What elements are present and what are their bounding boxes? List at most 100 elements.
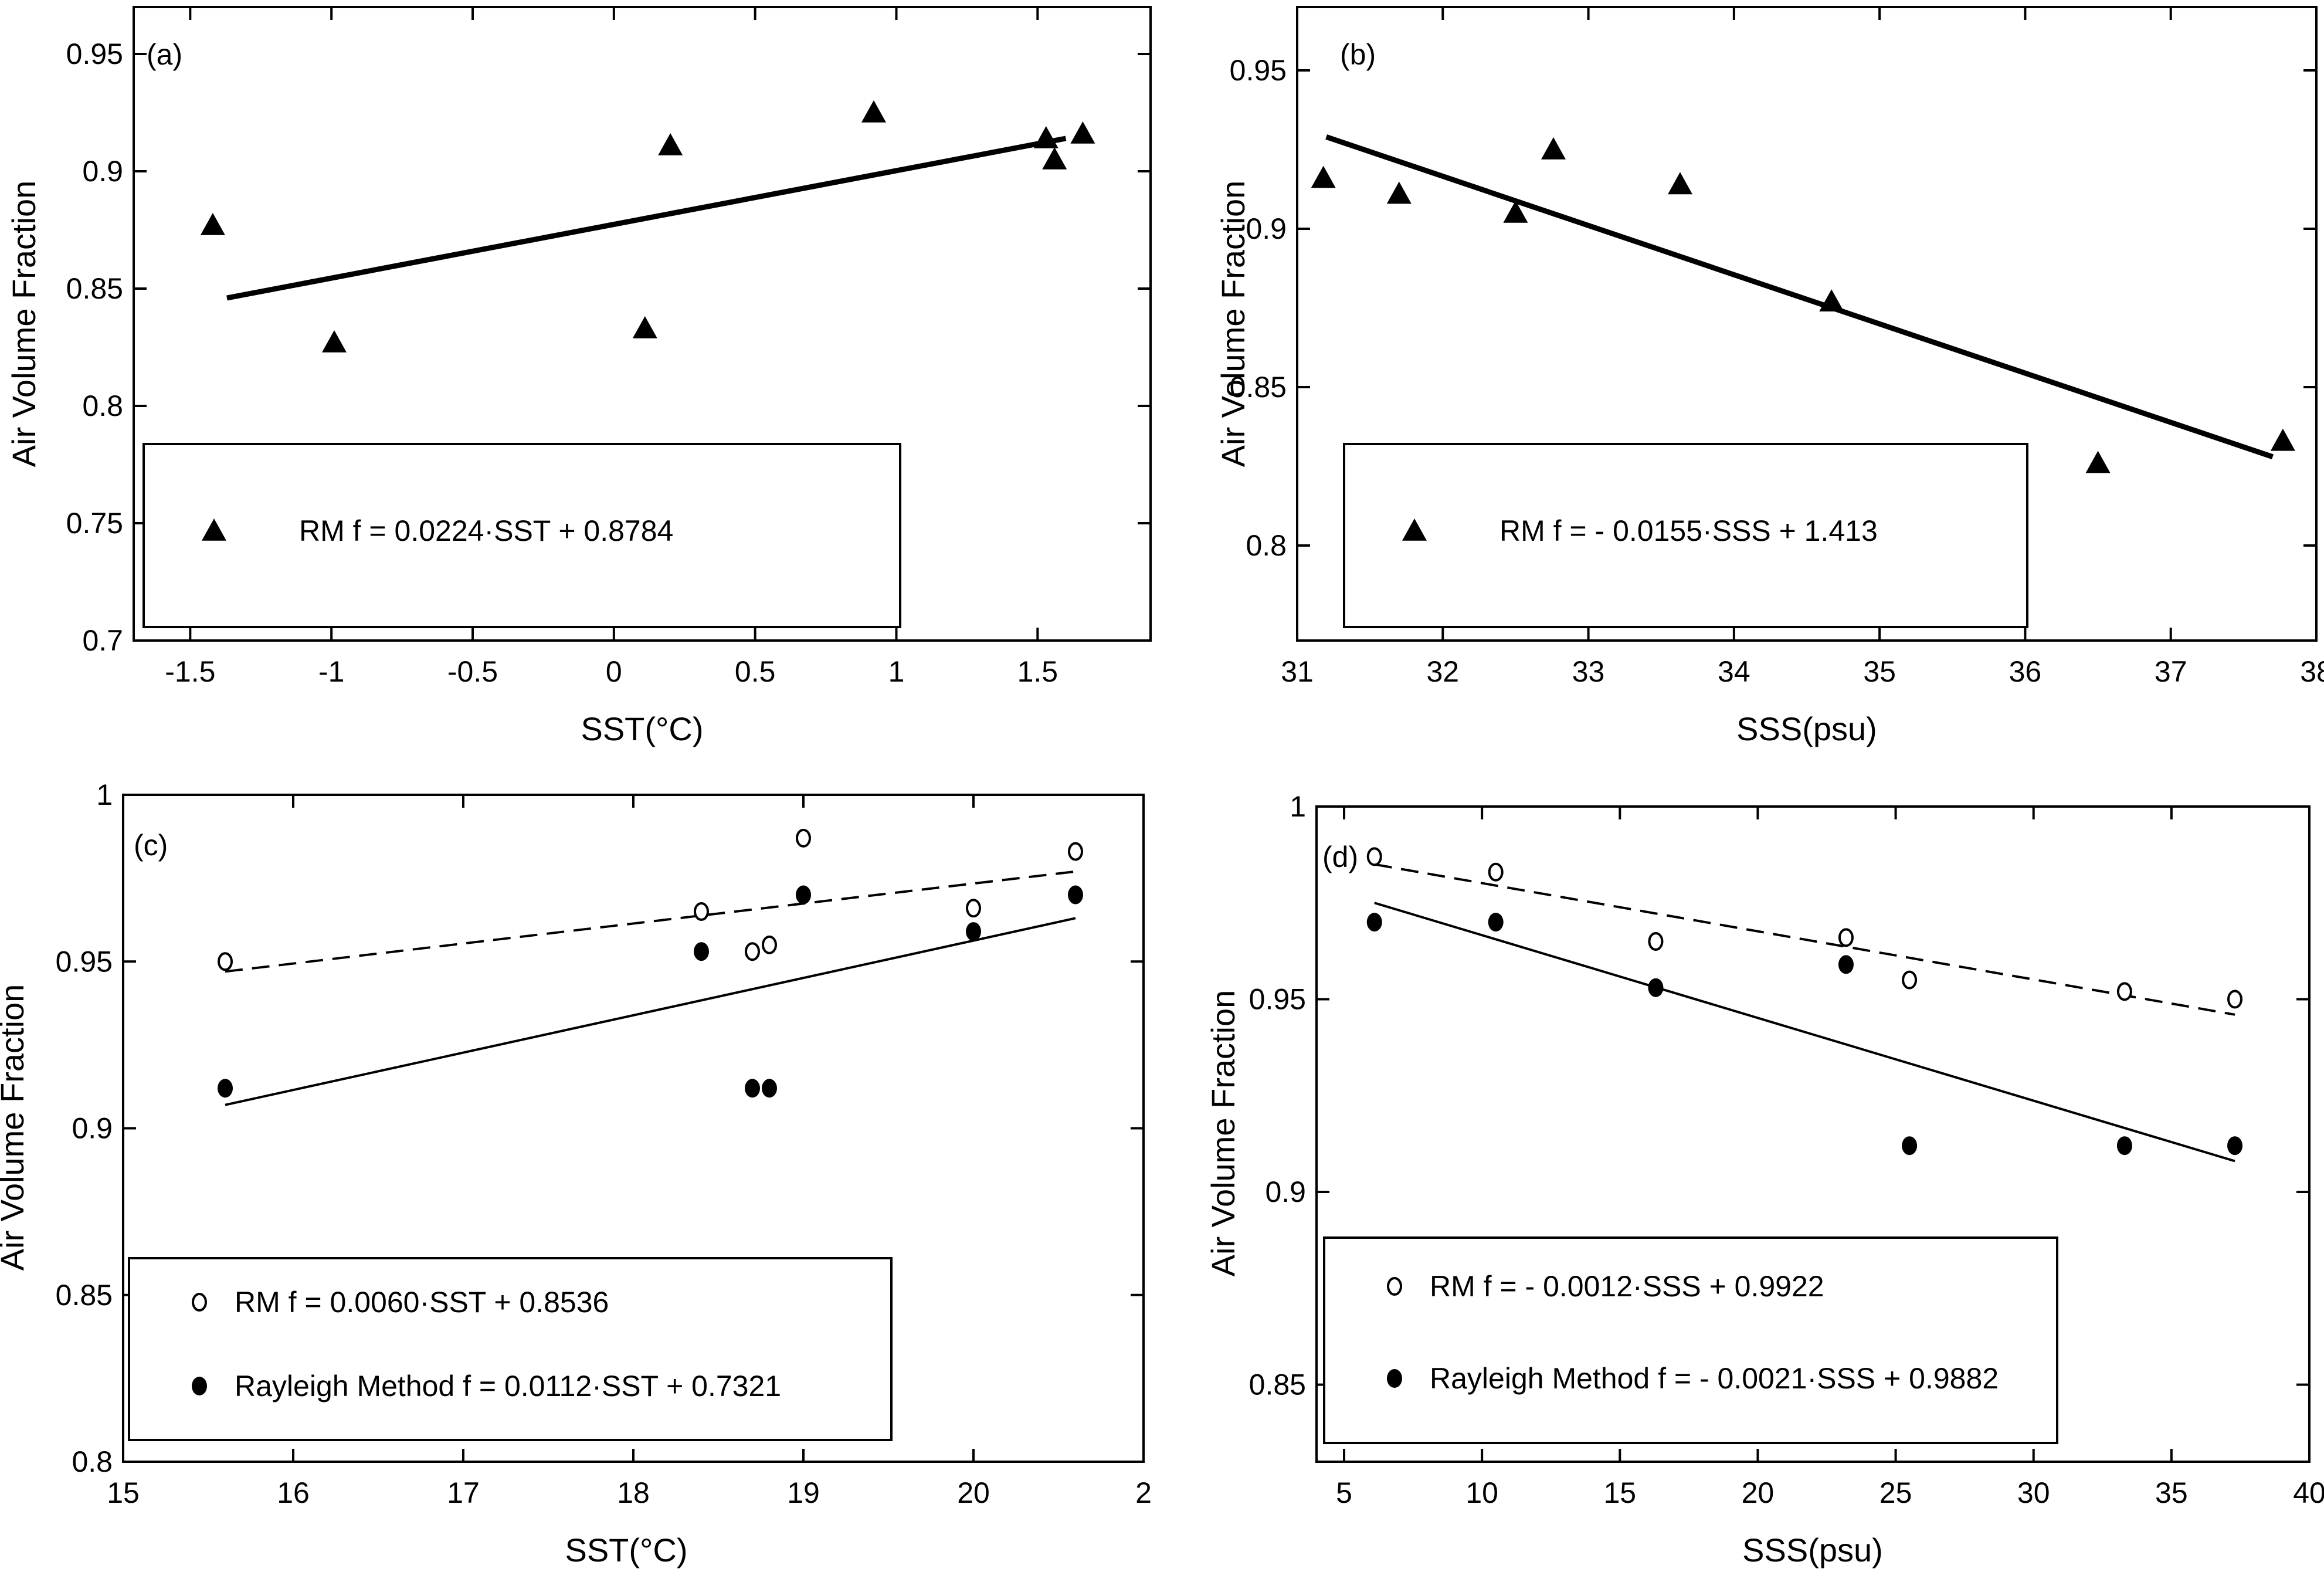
x-tick-label: 40 (2293, 1476, 2324, 1509)
x-tick-label: 34 (1718, 655, 1750, 688)
y-axis-label: Air Volume Fraction (1205, 990, 1241, 1277)
data-point-rayleigh-method (796, 885, 811, 904)
legend-entry: Rayleigh Method f = 0.0112·SST + 0.7321 (235, 1370, 781, 1402)
data-point-rm (1541, 137, 1566, 160)
y-axis-label: Air Volume Fraction (1214, 181, 1251, 467)
legend-entry: RM f = 0.0224·SST + 0.8784 (299, 514, 673, 547)
data-point-rayleigh-method (1488, 913, 1504, 932)
data-point-rm (861, 100, 886, 123)
data-point-rayleigh-method (218, 1079, 233, 1098)
data-point-rayleigh-method (762, 1079, 777, 1098)
x-tick-label: 36 (2009, 655, 2042, 688)
data-point-rm (200, 213, 225, 235)
x-tick-label: 17 (447, 1476, 480, 1509)
data-point-rm (1386, 181, 1412, 204)
data-point-rayleigh-method (694, 942, 709, 961)
x-tick-label: -0.5 (447, 655, 498, 688)
data-point-rm (658, 133, 683, 155)
legend-entry: RM f = - 0.0012·SSS + 0.9922 (1430, 1270, 1824, 1303)
y-tick-label: 1 (96, 778, 113, 811)
fit-line-rm (1374, 863, 2235, 1016)
legend-entry: RM f = 0.0060·SST + 0.8536 (235, 1286, 609, 1319)
y-tick-label: 0.95 (66, 38, 123, 70)
data-point-rayleigh-method (966, 922, 981, 941)
data-point-rm (1033, 126, 1058, 148)
panel-b: 31 32 33 34 35 36 37 38 0.8 0.85 0.9 0.95 SSS(psu) Ai… (1214, 6, 2324, 747)
y-tick-label: 0.9 (1246, 212, 1287, 245)
x-axis-label: SSS(psu) (1736, 710, 1877, 747)
axes-frame (1315, 805, 2311, 1463)
y-tick-label: 0.85 (56, 1279, 113, 1312)
data-point-rm (2270, 428, 2295, 451)
fit-line-rm (1325, 134, 2274, 460)
fit-line-rayleigh-method (225, 917, 1076, 1106)
panel-d: 5 10 15 20 25 30 35 40 0.85 0.9 0.95 1 SSS(psu) Air V… (1205, 790, 2324, 1568)
y-tick-label: 0.85 (1249, 1368, 1306, 1401)
y-axis-label: Air Volume Fraction (0, 984, 30, 1271)
legend-entry: RM f = - 0.0155·SSS + 1.413 (1499, 514, 1878, 547)
data-point-rm (745, 942, 760, 961)
x-tick-label: 38 (2300, 655, 2324, 688)
legend-box (128, 1257, 893, 1441)
x-tick-label: 2 (1135, 1476, 1152, 1509)
data-point-rm (694, 902, 709, 921)
legend-marker (202, 519, 226, 541)
data-point-rm (1311, 165, 1336, 188)
x-tick-label: 35 (1863, 655, 1896, 688)
y-tick-label: 0.9 (82, 155, 123, 188)
fit-line-rm (225, 870, 1076, 973)
y-tick-label: 0.8 (72, 1445, 113, 1478)
data-point-rm (1648, 931, 1664, 951)
data-point-rm (1838, 928, 1854, 947)
panel-tag: (a) (147, 38, 182, 71)
x-tick-label: -1.5 (165, 655, 215, 688)
legend-entry: Rayleigh Method f = - 0.0021·SSS + 0.988… (1430, 1362, 1999, 1395)
x-tick-label: 0 (606, 655, 622, 688)
x-tick-label: 18 (617, 1476, 650, 1509)
x-tick-label: 31 (1281, 655, 1314, 688)
data-point-rm (1667, 172, 1692, 195)
axes-frame (1296, 6, 2318, 642)
x-tick-label: 35 (2155, 1476, 2188, 1509)
y-tick-label: 0.85 (1230, 371, 1287, 404)
x-axis-label: SST(°C) (581, 710, 703, 747)
x-tick-label: 37 (2155, 655, 2187, 688)
legend-marker (1402, 519, 1427, 541)
x-tick-label: 25 (1879, 1476, 1912, 1509)
y-tick-label: 0.9 (1265, 1175, 1306, 1208)
panel-c: 15 16 17 18 19 20 2 0.8 0.85 0.9 0.95 1 SST(°C) Air V… (0, 778, 1152, 1568)
data-point-rm (321, 330, 347, 353)
x-tick-label: 20 (957, 1476, 990, 1509)
data-point-rm (2227, 990, 2243, 1009)
data-point-rm (796, 828, 811, 848)
data-point-rayleigh-method (2227, 1136, 2243, 1156)
x-tick-label: 0.5 (735, 655, 776, 688)
data-point-rayleigh-method (1838, 955, 1854, 974)
y-axis-label: Air Volume Fraction (5, 181, 42, 467)
y-tick-label: 0.85 (66, 272, 123, 305)
fit-line-rayleigh-method (1374, 902, 2235, 1163)
data-point-rm (632, 316, 657, 338)
fit-line-rm (226, 135, 1067, 301)
x-tick-label: 1.5 (1017, 655, 1058, 688)
x-tick-label: 10 (1465, 1476, 1498, 1509)
x-tick-label: 30 (2017, 1476, 2050, 1509)
data-point-rm (1488, 862, 1504, 882)
data-point-rayleigh-method (2116, 1136, 2132, 1156)
data-point-rm (966, 899, 981, 918)
x-tick-label: 32 (1426, 655, 1459, 688)
panel-tag: (b) (1340, 38, 1376, 71)
data-point-rayleigh-method (1648, 978, 1664, 997)
x-axis-label: SST(°C) (565, 1532, 687, 1568)
legend-marker (1387, 1277, 1402, 1296)
data-point-rm (1068, 842, 1083, 861)
x-tick-label: 1 (888, 655, 905, 688)
panel-tag: (d) (1322, 841, 1358, 873)
x-tick-label: 33 (1572, 655, 1605, 688)
y-tick-label: 0.95 (1249, 983, 1306, 1016)
x-tick-label: 15 (107, 1476, 140, 1509)
legend-box (1343, 443, 2028, 628)
data-point-rm (1503, 201, 1528, 223)
data-point-rm (218, 952, 233, 971)
